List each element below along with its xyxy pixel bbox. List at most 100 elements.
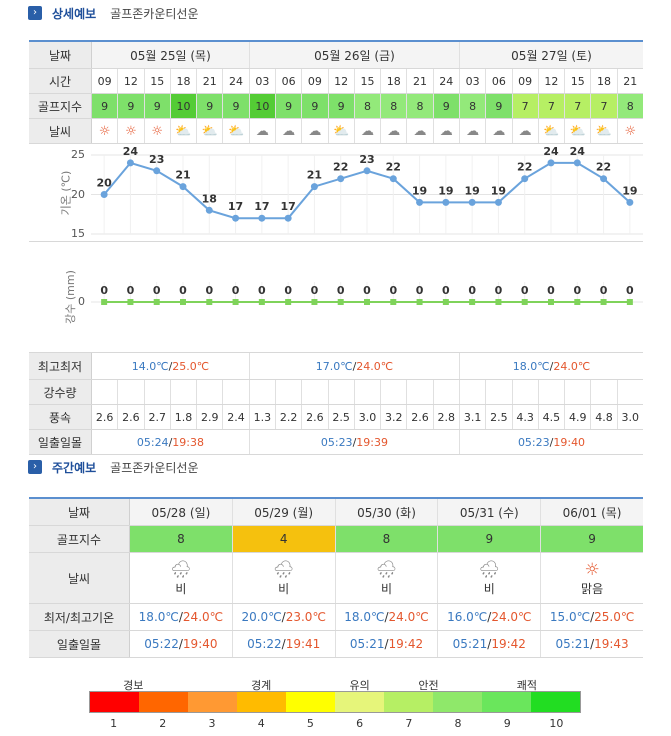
sun-icon: ☼ <box>584 559 600 580</box>
sun-icon: ☼ <box>92 119 119 143</box>
weather-row: 날씨 ☼ ☼ ☼ ⛅ ⛅ ⛅ ☁ ☁ ☁ ⛅ ☁ ☁ ☁ ☁ ☁ ☁ ☁ ⛅ ⛅ ⛅ ☼ <box>29 119 643 144</box>
cloud-icon: ☁ <box>513 119 539 143</box>
golf-index-cell: 9 <box>118 94 145 118</box>
max-temp: 24.0℃ <box>182 610 224 624</box>
weekly-weather-row: 날씨 🌧 비 🌧 비 🌧 비 🌧 비 ☼ 맑음 <box>29 553 643 604</box>
golf-row-label: 골프지수 <box>29 94 92 118</box>
weekly-date: 05/28 (일) <box>130 499 233 525</box>
data-label: 22 <box>596 161 611 174</box>
precipitation-chart: 강수 (mm) 0 0 0 0 0 0 0 0 0 0 0 0 0 0 0 0 0 0 0 0 0 0 <box>29 242 643 353</box>
weekly-date: 05/29 (월) <box>232 499 336 525</box>
cloud-icon: ☁ <box>486 119 513 143</box>
weekly-sun-row-label: 일출일몰 <box>29 631 130 657</box>
day-header: 05월 27일 (토) <box>460 42 643 68</box>
data-point <box>180 299 186 305</box>
time-cell: 18 <box>381 69 408 93</box>
rain-cell <box>250 380 276 404</box>
data-label: 0 <box>284 284 292 297</box>
minmax-cell: 17.0℃/24.0℃ <box>250 353 460 379</box>
data-point <box>573 159 581 167</box>
chevron-right-icon: › <box>28 460 42 474</box>
data-point <box>337 299 344 305</box>
golf-index-cell: 9 <box>144 94 171 118</box>
weekly-sunrise-sunset: 05:21/19:42 <box>336 631 439 657</box>
min-temp: 18.0℃ <box>512 359 550 373</box>
temperature-chart-plot: 20 24 23 21 18 17 17 17 21 22 23 22 19 19 19 19 22 24 24 22… <box>91 145 643 235</box>
weekly-weather: 🌧 비 <box>438 553 542 603</box>
sun-icon: ☼ <box>118 119 145 143</box>
sunrise-sunset-cell: 05:24/19:38 <box>92 430 250 454</box>
rain-cell <box>565 380 592 404</box>
legend-swatch <box>433 692 482 712</box>
rain-cell <box>276 380 303 404</box>
data-label: 22 <box>517 161 532 174</box>
legend-numbers: 1 2 3 4 5 6 7 8 9 10 <box>89 717 581 730</box>
data-label: 0 <box>337 284 345 297</box>
data-label: 17 <box>254 200 269 213</box>
data-point <box>337 175 345 183</box>
data-point <box>127 299 134 305</box>
time-cell: 24 <box>434 69 460 93</box>
data-label: 0 <box>600 284 608 297</box>
temperature-chart-axis-area: 기온 (℃) 15 20 25 <box>29 144 91 241</box>
data-point <box>101 299 108 305</box>
data-point <box>495 299 502 305</box>
y-tick-label: 0 <box>78 295 85 308</box>
data-point <box>494 198 502 206</box>
wind-row-cells: 2.6 2.6 2.7 1.8 2.9 2.4 1.3 2.2 2.6 2.5 3.0 3.2 2.6 2… <box>92 405 643 429</box>
weather-text: 맑음 <box>581 581 604 596</box>
separator: / <box>487 637 492 651</box>
data-label: 0 <box>127 284 135 297</box>
sun-row: 일출일몰 05:24/19:38 05:23/19:39 05:23/19:40 <box>29 430 643 455</box>
time-row-label: 시간 <box>29 69 92 93</box>
separator: / <box>549 435 554 449</box>
detail-location: 골프존카운티선운 <box>110 6 199 21</box>
chevron-right-icon: › <box>28 6 42 20</box>
time-cell: 03 <box>460 69 487 93</box>
data-point <box>284 214 292 222</box>
sunrise: 05:23 <box>517 435 550 449</box>
partly-cloudy-icon: ⛅ <box>591 119 618 143</box>
data-point <box>232 299 239 305</box>
wind-cell: 2.4 <box>223 405 250 429</box>
rain-cell <box>591 380 618 404</box>
separator: / <box>384 610 389 624</box>
weather-row-cells: ☼ ☼ ☼ ⛅ ⛅ ⛅ ☁ ☁ ☁ ⛅ ☁ ☁ ☁ ☁ ☁ ☁ ☁ ⛅ ⛅ ⛅ ☼ <box>92 119 643 143</box>
data-label: 19 <box>412 184 427 197</box>
weekly-date-row-label: 날짜 <box>29 499 130 525</box>
wind-cell: 2.2 <box>276 405 303 429</box>
data-point <box>416 299 423 305</box>
min-temp: 20.0℃ <box>241 610 282 624</box>
wind-cell: 3.1 <box>460 405 487 429</box>
weekly-weather: 🌧 비 <box>336 553 439 603</box>
legend-label: 경보 <box>123 679 144 692</box>
data-label: 0 <box>416 284 424 297</box>
wind-cell: 2.6 <box>302 405 329 429</box>
cloud-icon: ☁ <box>302 119 329 143</box>
weekly-date-row-cells: 05/28 (일) 05/29 (월) 05/30 (화) 05/31 (수) 06/0… <box>130 499 643 525</box>
data-point <box>626 198 634 206</box>
legend-label: 쾌적 <box>516 679 537 692</box>
day-header: 05월 25일 (목) <box>92 42 250 68</box>
data-point <box>390 299 397 305</box>
cloud-icon: ☁ <box>355 119 382 143</box>
golf-index-legend: 경보 경계 유의 안전 쾌적 1 2 3 4 5 6 7 8 9 10 <box>89 677 581 730</box>
golf-index-cell: 9 <box>486 94 513 118</box>
sun-row-label: 일출일몰 <box>29 430 92 454</box>
separator: / <box>590 637 595 651</box>
sunset: 19:39 <box>356 435 388 449</box>
wind-cell: 4.5 <box>539 405 566 429</box>
legend-number: 3 <box>208 717 216 730</box>
separator: / <box>178 610 183 624</box>
wind-cell: 2.8 <box>434 405 460 429</box>
wind-cell: 4.9 <box>565 405 592 429</box>
wind-cell: 2.5 <box>329 405 355 429</box>
separator: / <box>384 637 389 651</box>
legend-swatch <box>237 692 286 712</box>
time-cell: 21 <box>407 69 434 93</box>
partly-cloudy-icon: ⛅ <box>329 119 355 143</box>
minmax-cell: 14.0℃/25.0℃ <box>92 353 250 379</box>
weekly-temp-row: 최저/최고기온 18.0℃/24.0℃ 20.0℃/23.0℃ 18.0℃/24.0℃… <box>29 604 643 631</box>
legend-number: 5 <box>306 717 314 730</box>
detail-section-header: › 상세예보 골프존카운티선운 <box>28 4 199 22</box>
